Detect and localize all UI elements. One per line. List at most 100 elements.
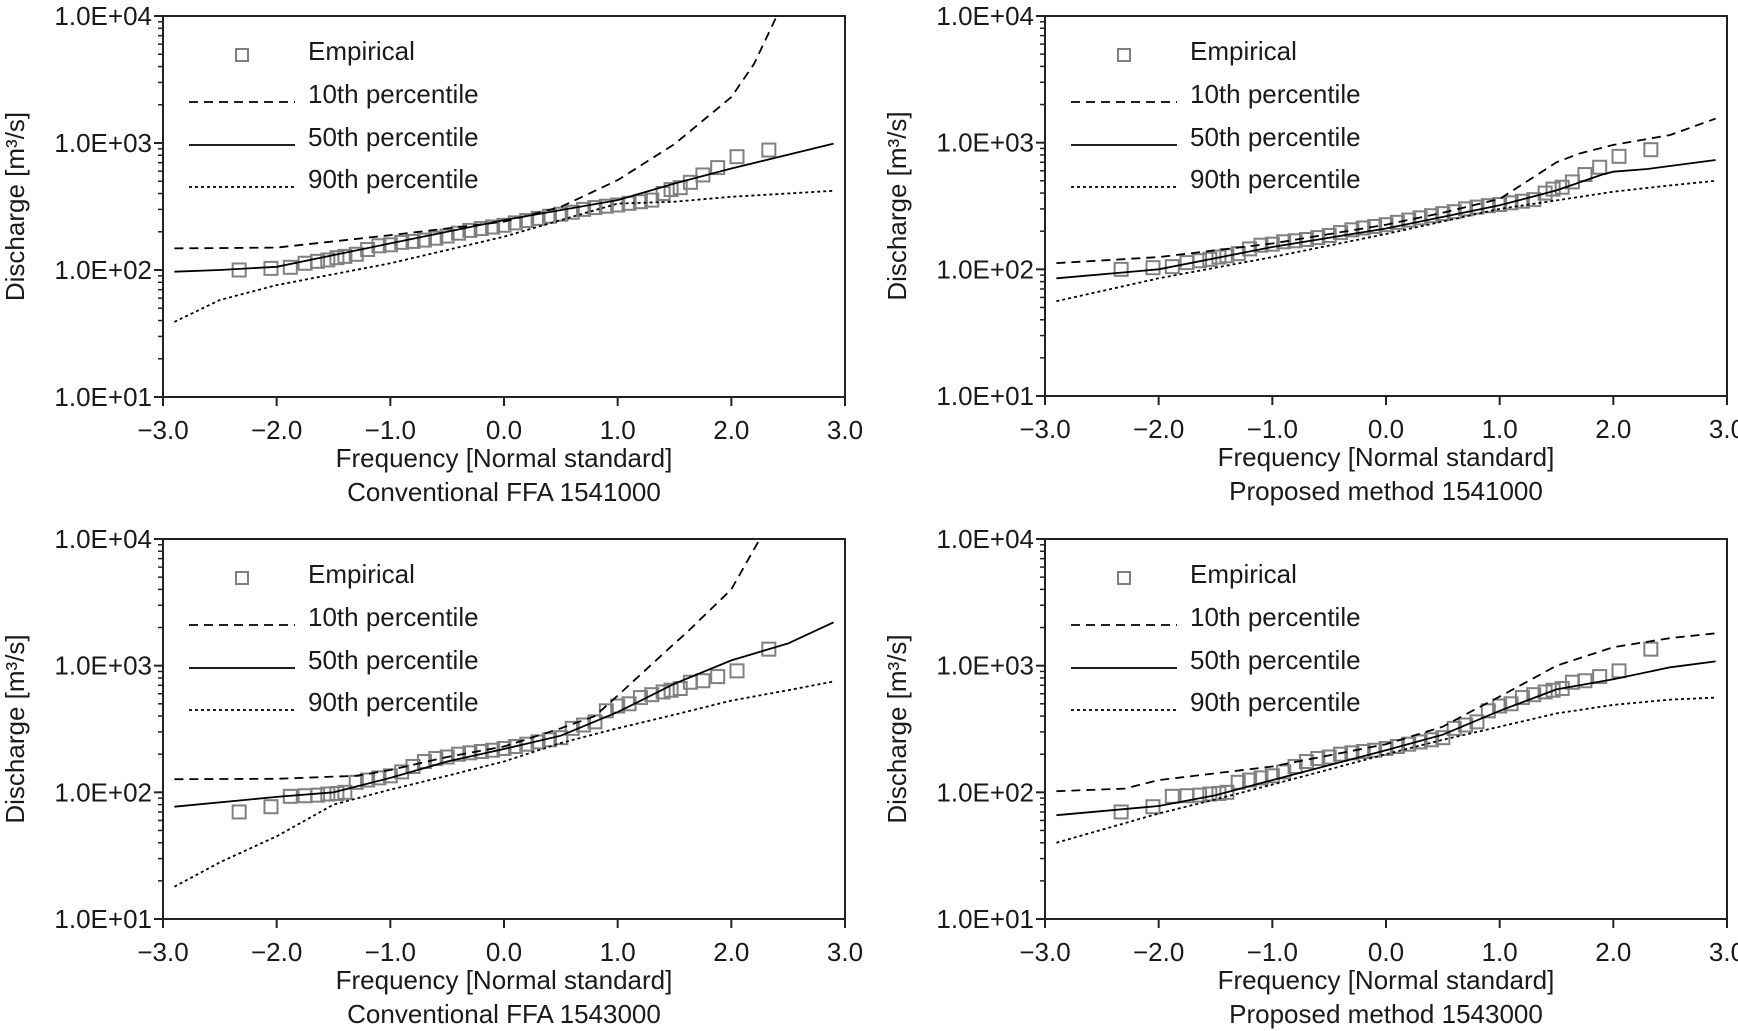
empirical-point: [1446, 720, 1462, 736]
empirical-point: [1242, 241, 1258, 257]
x-axis-label: Frequency [Normal standard]: [1218, 442, 1555, 472]
y-tick-label: 1.0E+04: [936, 524, 1034, 554]
empirical-point: [1503, 195, 1519, 211]
x-tick-label: 2.0: [1595, 414, 1631, 444]
empirical-point: [231, 804, 247, 820]
legend-label: 50th percentile: [308, 645, 479, 675]
empirical-point: [1378, 217, 1394, 233]
empirical-point: [1367, 742, 1383, 758]
plot-frame: [1044, 15, 1728, 397]
chart-panel-3: −3.0 −2.0 −1.0 0.0 1.0 2.0 3.0 1.0E+01 1.0E+02 1.…: [0, 524, 863, 1029]
y-tick-label: 1.0E+02: [54, 255, 152, 285]
legend-label: Empirical: [308, 36, 415, 66]
empirical-point: [519, 213, 535, 229]
empirical-point: [1401, 736, 1417, 752]
chart-panel-4: −3.0 −2.0 −1.0 0.0 1.0 2.0 3.0 1.0E+01 1.0E+02 1.…: [882, 524, 1738, 1029]
empirical-point: [310, 253, 326, 269]
empirical-point: [1469, 199, 1485, 215]
empirical-point: [564, 204, 580, 220]
series-line-90th-percentile: [174, 189, 834, 323]
y-tick-label: 1.0E+02: [936, 254, 1034, 284]
legend: Empirical 10th percentile 50th percentile 9…: [189, 36, 479, 194]
legend: Empirical 10th percentile 50th percentile 9…: [1071, 36, 1361, 194]
empirical-point: [663, 182, 679, 198]
x-tick-label: −2.0: [1133, 937, 1184, 967]
empirical-point: [729, 663, 745, 679]
empirical-point: [360, 772, 376, 788]
legend-marker-empirical: [1117, 571, 1131, 585]
empirical-point: [729, 149, 745, 165]
x-tick-label: 3.0: [1709, 414, 1738, 444]
empirical-point: [1367, 218, 1383, 234]
y-axis-label: Discharge [m³/s]: [0, 112, 30, 301]
chart-title: Proposed method 1541000: [1229, 476, 1543, 506]
empirical-point: [416, 232, 432, 248]
legend-label: 90th percentile: [1190, 164, 1361, 194]
series-line-90th-percentile: [1056, 696, 1716, 844]
empirical-point: [1113, 261, 1129, 277]
empirical-point: [576, 717, 592, 733]
y-tick-label: 1.0E+01: [936, 381, 1034, 411]
x-tick-label: −2.0: [251, 937, 302, 967]
legend-label: Empirical: [1190, 36, 1297, 66]
empirical-point: [1321, 749, 1337, 765]
empirical-point: [1643, 641, 1659, 657]
series-line-50th-percentile: [174, 142, 834, 273]
y-axis-label: Discharge [m³/s]: [882, 111, 912, 300]
legend-label: 10th percentile: [308, 602, 479, 632]
plot-frame: [1044, 538, 1728, 920]
legend-label: 90th percentile: [1190, 687, 1361, 717]
empirical-point: [462, 745, 478, 761]
y-tick-label: 1.0E+04: [54, 524, 152, 554]
empirical-point: [1592, 159, 1608, 175]
y-tick-label: 1.0E+04: [936, 1, 1034, 31]
series-line-10th-percentile: [1056, 632, 1716, 793]
x-tick-label: −3.0: [137, 937, 188, 967]
legend-label: 50th percentile: [308, 122, 479, 152]
empirical-point: [1458, 717, 1474, 733]
x-tick-label: 1.0: [1482, 414, 1518, 444]
x-tick-label: −3.0: [1019, 414, 1070, 444]
empirical-point: [761, 641, 777, 657]
series-line-10th-percentile: [174, 16, 778, 250]
empirical-point: [587, 200, 603, 216]
empirical-point: [1577, 673, 1593, 689]
empirical-point: [598, 198, 614, 214]
empirical-point: [1219, 784, 1235, 800]
empirical-point: [1202, 251, 1218, 267]
plot-frame: [162, 15, 846, 398]
empirical-point: [462, 222, 478, 238]
empirical-point: [1611, 148, 1627, 164]
y-tick-label: 1.0E+03: [936, 128, 1034, 158]
empirical-point: [1401, 212, 1417, 228]
x-tick-label: 2.0: [1595, 937, 1631, 967]
empirical-point: [1253, 770, 1269, 786]
x-tick-label: −1.0: [1247, 937, 1298, 967]
legend-label: 10th percentile: [308, 79, 479, 109]
plot-frame: [162, 538, 846, 920]
y-tick-label: 1.0E+03: [54, 651, 152, 681]
empirical-point: [428, 230, 444, 246]
empirical-point: [1264, 768, 1280, 784]
x-tick-label: 1.0: [600, 415, 636, 445]
empirical-point: [761, 142, 777, 158]
empirical-point: [1113, 804, 1129, 820]
empirical-point: [337, 784, 353, 800]
y-tick-label: 1.0E+02: [936, 777, 1034, 807]
legend-label: 10th percentile: [1190, 602, 1361, 632]
empirical-point: [1355, 744, 1371, 760]
x-tick-label: 0.0: [1368, 937, 1404, 967]
x-tick-label: −2.0: [251, 415, 302, 445]
empirical-point: [1333, 746, 1349, 762]
legend: Empirical 10th percentile 50th percentile 9…: [189, 559, 479, 717]
x-tick-label: −2.0: [1133, 414, 1184, 444]
empirical-point: [1514, 690, 1530, 706]
empirical-point: [507, 215, 523, 231]
x-tick-label: 3.0: [827, 937, 863, 967]
legend-label: 50th percentile: [1190, 122, 1361, 152]
empirical-point: [576, 201, 592, 217]
chart-panel-1: −3.0 −2.0 −1.0 0.0 1.0 2.0 3.0 1.0E+01 1.0E+02 1.…: [0, 1, 863, 507]
empirical-point: [1611, 663, 1627, 679]
y-tick-label: 1.0E+03: [936, 651, 1034, 681]
x-tick-label: 3.0: [827, 415, 863, 445]
